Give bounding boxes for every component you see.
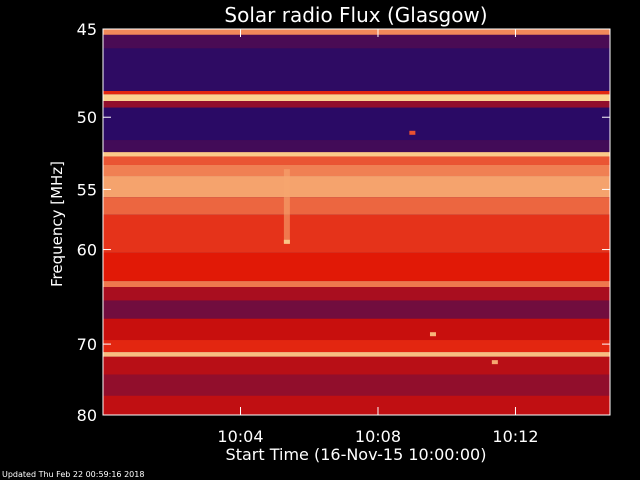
x-axis-label: Start Time (16-Nov-15 10:00:00) xyxy=(226,445,487,464)
burst-spot-1 xyxy=(409,130,416,135)
updated-timestamp: Updated Thu Feb 22 00:59:16 2018 xyxy=(2,470,145,479)
band-23 xyxy=(103,395,610,415)
band-5 xyxy=(103,101,610,108)
burst-spot-3 xyxy=(491,360,498,365)
band-1 xyxy=(103,34,610,49)
x-tick-label-1: 10:08 xyxy=(355,427,401,446)
x-tick-label-0: 10:04 xyxy=(217,427,263,446)
y-tick-label-5: 80 xyxy=(77,406,97,425)
band-9 xyxy=(103,156,610,165)
band-15 xyxy=(103,281,610,288)
band-6 xyxy=(103,107,610,141)
band-2 xyxy=(103,48,610,91)
band-19 xyxy=(103,340,610,353)
band-22 xyxy=(103,374,610,396)
burst-spot-2 xyxy=(429,332,436,337)
band-18 xyxy=(103,318,610,341)
band-20 xyxy=(103,352,610,357)
burst-spot-0 xyxy=(283,239,290,244)
y-axis: 45 50 55 60 70 80 xyxy=(77,20,610,425)
band-10 xyxy=(103,164,610,177)
band-21 xyxy=(103,356,610,375)
y-tick-label-2: 55 xyxy=(77,180,97,199)
burst-streak-0 xyxy=(283,169,290,245)
x-tick-label-2: 10:12 xyxy=(492,427,538,446)
band-14 xyxy=(103,252,610,282)
plot-area xyxy=(102,28,611,416)
band-7 xyxy=(103,140,610,153)
y-tick-label-0: 45 xyxy=(77,20,97,39)
band-13 xyxy=(103,214,610,253)
band-16 xyxy=(103,287,610,301)
band-12 xyxy=(103,197,610,215)
chart-title: Solar radio Flux (Glasgow) xyxy=(224,3,487,27)
y-tick-label-4: 70 xyxy=(77,335,97,354)
y-tick-label-1: 50 xyxy=(77,108,97,127)
plot-frame xyxy=(102,28,611,416)
band-17 xyxy=(103,300,610,319)
y-tick-label-3: 60 xyxy=(77,241,97,260)
band-11 xyxy=(103,176,610,198)
band-0 xyxy=(103,29,610,35)
x-axis: 10:04 10:08 10:12 xyxy=(217,29,539,446)
band-3 xyxy=(103,90,610,95)
band-8 xyxy=(103,152,610,157)
band-4 xyxy=(103,94,610,102)
y-axis-label: Frequency [MHz] xyxy=(48,161,66,287)
